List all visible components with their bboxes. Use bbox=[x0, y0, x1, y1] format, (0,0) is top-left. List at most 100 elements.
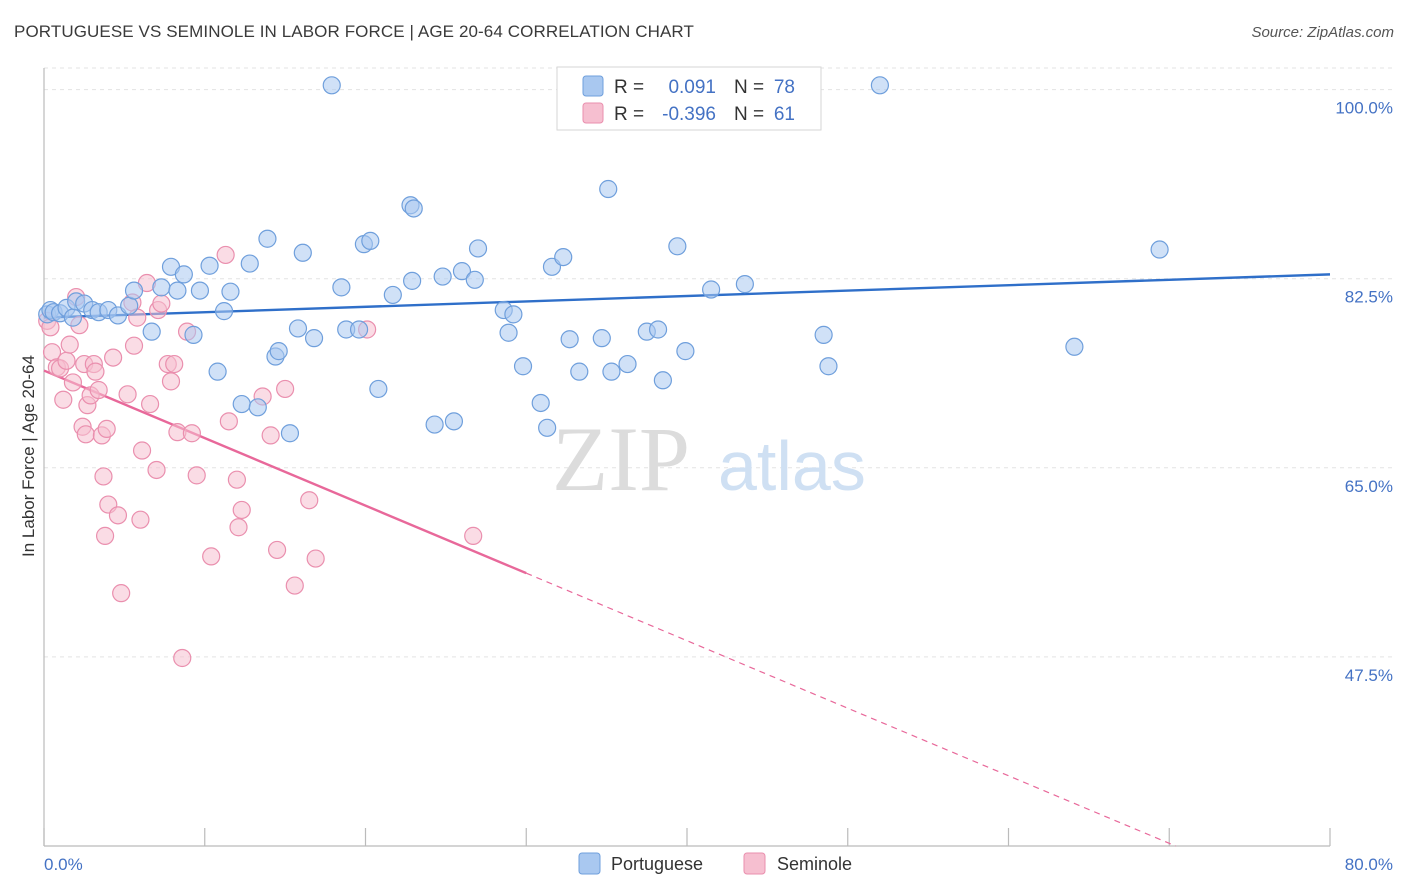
seminole-point bbox=[219, 412, 238, 431]
portuguese-point bbox=[465, 270, 484, 289]
seminole-point bbox=[108, 506, 128, 525]
portuguese-point bbox=[304, 329, 324, 348]
bottom-legend-swatch-portuguese bbox=[578, 852, 601, 875]
portuguese-point bbox=[814, 325, 833, 344]
seminole-point bbox=[464, 526, 483, 545]
portuguese-point bbox=[361, 231, 380, 250]
portuguese-points bbox=[38, 76, 1169, 443]
portuguese-point bbox=[248, 398, 267, 417]
y-tick-label: 82.5% bbox=[1345, 288, 1393, 307]
portuguese-point bbox=[174, 265, 193, 284]
portuguese-point bbox=[504, 305, 523, 324]
portuguese-point bbox=[63, 308, 83, 327]
portuguese-point bbox=[1065, 337, 1084, 356]
seminole-point bbox=[147, 460, 166, 480]
seminole-point bbox=[124, 336, 144, 355]
seminole-point bbox=[232, 500, 251, 520]
x-tick-label-max: 80.0% bbox=[1345, 855, 1393, 874]
portuguese-point bbox=[452, 262, 472, 281]
portuguese-point bbox=[269, 342, 288, 361]
y-tick-label: 47.5% bbox=[1345, 666, 1393, 685]
portuguese-point bbox=[676, 342, 695, 361]
portuguese-point bbox=[468, 239, 488, 258]
y-axis-title: In Labor Force | Age 20-64 bbox=[19, 355, 38, 557]
portuguese-point bbox=[120, 296, 139, 315]
portuguese-point bbox=[653, 371, 672, 390]
portuguese-point bbox=[513, 357, 533, 376]
trend-line-extension-seminole bbox=[526, 572, 1176, 847]
seminole-point bbox=[86, 362, 105, 381]
legend-n-value-portuguese: 78 bbox=[774, 77, 795, 98]
portuguese-point bbox=[570, 362, 589, 381]
portuguese-point bbox=[560, 330, 579, 349]
portuguese-point bbox=[403, 271, 422, 290]
seminole-point bbox=[261, 426, 280, 445]
portuguese-point bbox=[531, 393, 550, 413]
bottom-legend-label-seminole: Seminole bbox=[777, 854, 852, 874]
trend-line-portuguese bbox=[43, 273, 1331, 319]
seminole-point bbox=[131, 510, 150, 529]
y-tick-label: 65.0% bbox=[1345, 477, 1393, 496]
seminole-point bbox=[118, 385, 137, 404]
seminole-point bbox=[267, 540, 287, 560]
portuguese-point bbox=[369, 379, 388, 399]
portuguese-point bbox=[124, 281, 144, 300]
portuguese-point bbox=[293, 243, 312, 262]
portuguese-point bbox=[538, 418, 557, 437]
portuguese-point bbox=[870, 76, 890, 95]
gridlines bbox=[44, 67, 1392, 658]
legend-r-label-portuguese: R = bbox=[614, 77, 644, 98]
seminole-point bbox=[165, 354, 184, 374]
seminole-point bbox=[89, 380, 108, 400]
watermark: ZIP atlas bbox=[552, 408, 866, 510]
seminole-point bbox=[276, 379, 295, 399]
seminole-point bbox=[94, 467, 113, 486]
seminole-point bbox=[140, 394, 160, 414]
portuguese-point bbox=[425, 415, 444, 434]
legend-swatch-portuguese bbox=[582, 75, 604, 97]
portuguese-point bbox=[168, 281, 187, 300]
legend-swatch-seminole bbox=[582, 102, 604, 124]
portuguese-point bbox=[404, 199, 423, 218]
portuguese-point bbox=[190, 281, 210, 300]
portuguese-point bbox=[499, 323, 518, 342]
correlation-legend: R = 0.091 N = 78 R = -0.396 N = 61 bbox=[556, 66, 822, 131]
portuguese-point bbox=[214, 302, 234, 321]
legend-n-label-seminole: N = bbox=[734, 104, 764, 125]
seminole-point bbox=[285, 576, 304, 595]
portuguese-point bbox=[433, 267, 452, 286]
portuguese-point bbox=[240, 254, 259, 273]
bottom-legend-swatch-seminole bbox=[743, 852, 766, 875]
portuguese-point bbox=[383, 285, 402, 305]
portuguese-point bbox=[349, 320, 369, 339]
seminole-point bbox=[132, 441, 152, 460]
seminole-point bbox=[97, 419, 116, 439]
chart-title: PORTUGUESE VS SEMINOLE IN LABOR FORCE | … bbox=[14, 22, 694, 41]
seminole-point bbox=[229, 518, 248, 537]
portuguese-point bbox=[735, 275, 754, 294]
portuguese-point bbox=[208, 362, 227, 381]
portuguese-point bbox=[288, 319, 308, 338]
seminole-point bbox=[227, 470, 246, 489]
portuguese-point bbox=[221, 282, 240, 301]
legend-r-label-seminole: R = bbox=[614, 104, 644, 125]
seminole-point bbox=[182, 424, 201, 443]
x-tick-label-min: 0.0% bbox=[44, 855, 83, 874]
trend-line-seminole bbox=[43, 369, 527, 575]
y-tick-label: 100.0% bbox=[1335, 99, 1393, 118]
seminole-point bbox=[95, 526, 115, 545]
seminole-point bbox=[306, 549, 325, 568]
portuguese-point bbox=[280, 424, 300, 443]
portuguese-point bbox=[142, 322, 161, 341]
portuguese-point bbox=[184, 325, 203, 344]
portuguese-point bbox=[332, 278, 351, 297]
seminole-point bbox=[76, 425, 95, 444]
seminole-point bbox=[63, 373, 83, 392]
portuguese-point bbox=[322, 76, 341, 95]
portuguese-point bbox=[1150, 240, 1169, 259]
portuguese-point bbox=[602, 362, 621, 381]
seminole-point bbox=[57, 351, 76, 370]
portuguese-point bbox=[592, 329, 611, 348]
legend-r-value-seminole: -0.396 bbox=[662, 104, 716, 125]
